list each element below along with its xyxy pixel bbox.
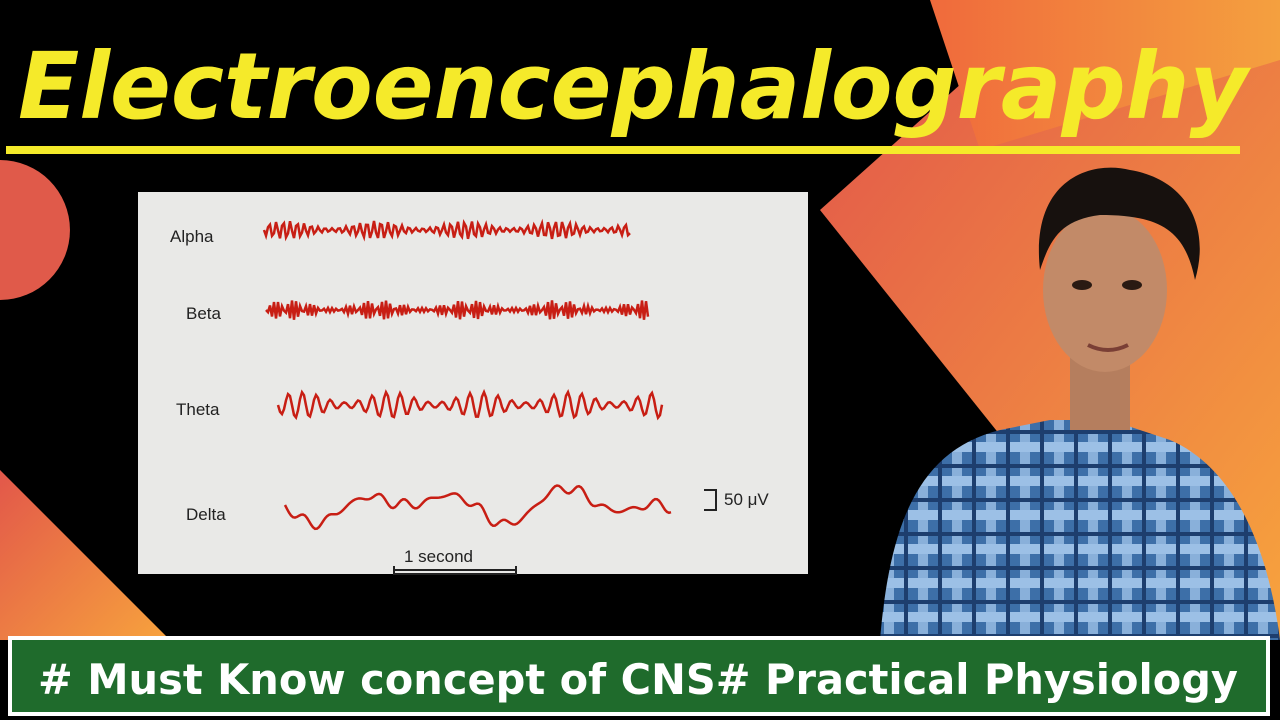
wave-label: Beta — [186, 304, 222, 323]
amplitude-scale: 50 μV — [724, 490, 769, 509]
title: Electroencephalography — [18, 33, 1252, 140]
orange-corner — [0, 470, 170, 640]
wave-label: Delta — [186, 505, 226, 524]
time-bar — [393, 566, 517, 575]
shirt — [880, 420, 1280, 640]
scale-bracket — [704, 489, 717, 511]
wave-label: Alpha — [170, 227, 214, 246]
red-half-circle — [0, 160, 70, 300]
eeg-trace — [262, 218, 631, 242]
eye — [1122, 280, 1142, 290]
mouth — [1087, 343, 1129, 352]
eeg-trace — [276, 388, 664, 421]
hair — [1038, 167, 1200, 280]
face — [1043, 208, 1167, 372]
eeg-trace — [283, 484, 672, 531]
banner-text: # Must Know concept of CNS# Practical Ph… — [38, 655, 1238, 704]
eeg-figure — [262, 218, 672, 531]
presenter — [880, 167, 1280, 640]
eye — [1072, 280, 1092, 290]
title-underline — [6, 146, 1240, 154]
wave-label: Theta — [176, 400, 220, 419]
eeg-trace — [265, 300, 650, 320]
time-scale: 1 second — [404, 547, 473, 566]
orange-top — [930, 0, 1280, 150]
figure-panel — [138, 192, 808, 574]
banner-bg — [12, 640, 1266, 712]
